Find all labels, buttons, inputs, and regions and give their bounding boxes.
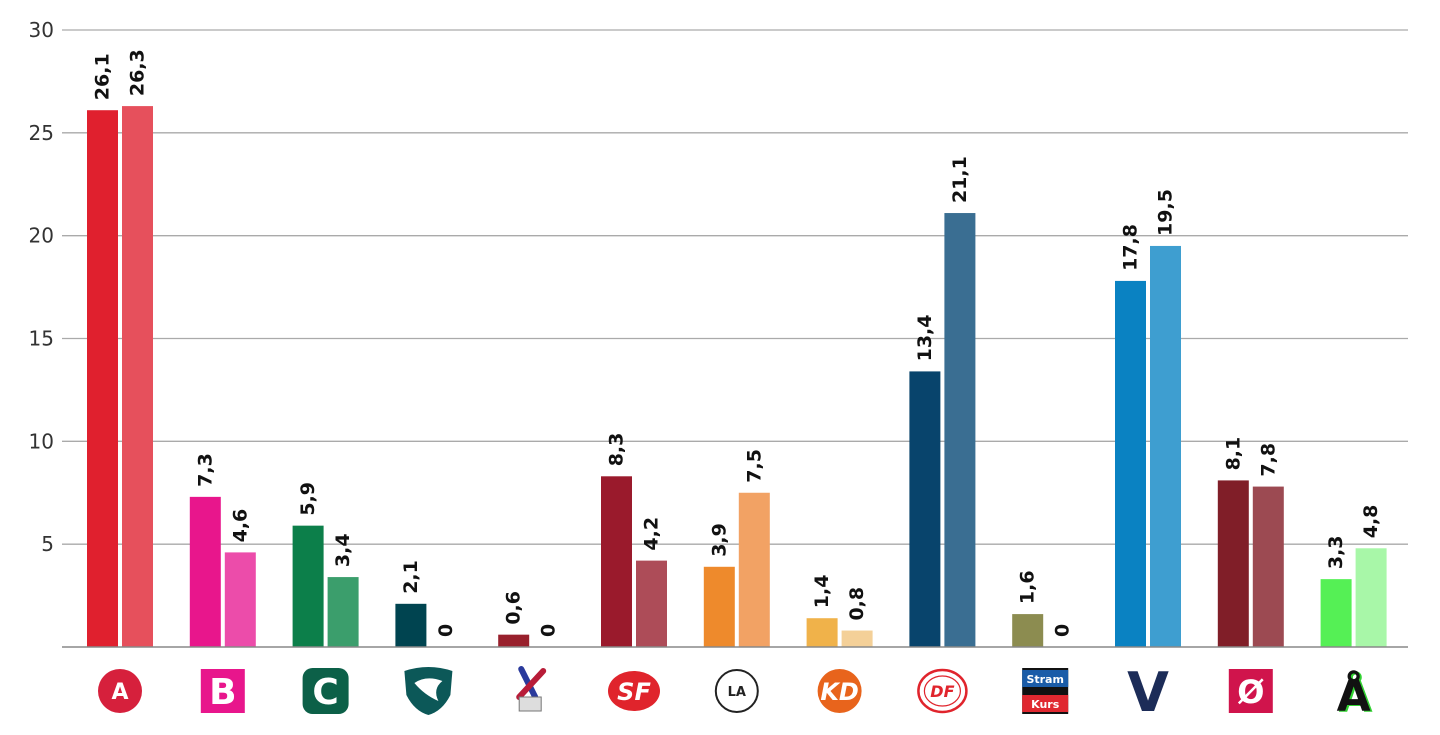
- bars: [87, 106, 1387, 647]
- svg-text:LA: LA: [728, 685, 746, 700]
- value-labels: 26,1 26,3 7,3 4,6 5,9 3,4 2,1 0 0,6 0 8,3 4,2 3,9 7,5…: [92, 49, 1383, 637]
- y-tick-label: 20: [29, 224, 54, 248]
- party-logos: A B C SF LA KD DF Stram Kurs V Ø ÅÅ: [98, 661, 1373, 724]
- value-label-C-series2: 3,4: [332, 533, 354, 567]
- value-label-Ø-series1: 8,1: [1222, 437, 1244, 471]
- bar-B-series1: [189, 496, 221, 647]
- value-label-K-series2: 0: [538, 624, 560, 637]
- logo-B-icon: B: [200, 669, 245, 713]
- svg-text:Kurs: Kurs: [1031, 698, 1060, 711]
- bar-C-series2: [327, 577, 359, 647]
- y-axis: 5 10 15 20 25 30: [29, 18, 54, 556]
- svg-text:A: A: [111, 680, 128, 705]
- logo-Å-icon: ÅÅ: [1337, 669, 1373, 723]
- svg-text:KD: KD: [820, 678, 859, 706]
- value-label-Å-series2: 4,8: [1360, 505, 1382, 539]
- logo-LA-icon: LA: [714, 669, 759, 713]
- bar-P-series1: [1012, 614, 1044, 647]
- value-label-SF-series2: 4,2: [641, 517, 663, 551]
- value-label-P-series2: 0: [1052, 624, 1074, 637]
- bar-LA-series2: [738, 492, 770, 647]
- bar-B-series2: [224, 552, 256, 647]
- bar-K-series1: [498, 634, 530, 647]
- bar-LA-series1: [703, 566, 735, 647]
- logo-P-icon: Stram Kurs: [1022, 668, 1069, 714]
- value-label-B-series2: 4,6: [229, 509, 251, 543]
- logo-KD-icon: KD: [817, 669, 862, 713]
- grid-lines: [62, 29, 1408, 545]
- svg-text:C: C: [312, 672, 338, 713]
- bar-Å-series1: [1320, 579, 1352, 647]
- svg-text:SF: SF: [617, 678, 651, 706]
- svg-text:Stram: Stram: [1026, 673, 1064, 686]
- value-label-KD-series2: 0,8: [846, 587, 868, 621]
- value-label-SF-series1: 8,3: [606, 433, 628, 467]
- value-label-Å-series1: 3,3: [1325, 535, 1347, 569]
- value-label-KD-series1: 1,4: [811, 575, 833, 609]
- bar-A-series1: [87, 110, 118, 647]
- bar-DF-series1: [909, 371, 941, 647]
- y-tick-label: 10: [29, 429, 54, 453]
- bar-SF-series2: [636, 560, 667, 647]
- value-label-E-series1: 2,1: [400, 560, 422, 594]
- bar-KD-series1: [806, 618, 838, 647]
- value-label-DF-series1: 13,4: [914, 315, 936, 362]
- bar-V-series2: [1150, 245, 1181, 647]
- bar-DF-series2: [944, 213, 976, 647]
- value-label-V-series2: 19,5: [1155, 189, 1177, 236]
- value-label-A-series2: 26,3: [127, 49, 149, 96]
- bar-C-series1: [292, 525, 324, 647]
- value-label-LA-series1: 3,9: [708, 523, 730, 557]
- bar-Ø-series1: [1217, 480, 1249, 647]
- logo-DF-icon: DF: [917, 668, 968, 714]
- y-tick-label: 15: [29, 327, 54, 351]
- svg-text:B: B: [209, 672, 236, 713]
- svg-text:V: V: [1127, 661, 1169, 724]
- svg-text:Å: Å: [1339, 670, 1373, 723]
- logo-Ø-icon: Ø: [1228, 669, 1273, 713]
- value-label-DF-series2: 21,1: [949, 156, 971, 203]
- bar-E-series1: [395, 603, 427, 647]
- svg-text:DF: DF: [930, 682, 954, 701]
- logo-K-icon: [516, 666, 547, 712]
- y-tick-label: 25: [29, 121, 54, 145]
- svg-text:Å: Å: [1337, 669, 1371, 722]
- bar-KD-series2: [841, 630, 873, 647]
- logo-E-icon: [404, 667, 453, 715]
- value-label-LA-series2: 7,5: [743, 449, 765, 483]
- value-label-K-series1: 0,6: [503, 591, 525, 625]
- bar-SF-series1: [601, 476, 632, 647]
- bar-A-series2: [122, 106, 153, 647]
- logo-V-icon: V: [1127, 661, 1169, 724]
- value-label-C-series1: 5,9: [297, 482, 319, 516]
- value-label-P-series1: 1,6: [1017, 570, 1039, 604]
- y-tick-label: 30: [29, 18, 54, 42]
- y-tick-label: 5: [41, 532, 54, 556]
- logo-A-icon: A: [98, 669, 142, 713]
- logo-SF-icon: SF: [608, 671, 660, 711]
- bar-Å-series2: [1355, 548, 1387, 647]
- logo-C-icon: C: [302, 668, 349, 714]
- svg-text:Ø: Ø: [1237, 673, 1264, 711]
- value-label-E-series2: 0: [435, 624, 457, 637]
- value-label-A-series1: 26,1: [92, 53, 114, 100]
- value-label-Ø-series2: 7,8: [1257, 443, 1279, 477]
- bar-V-series1: [1115, 280, 1146, 647]
- bar-Ø-series2: [1252, 486, 1284, 647]
- value-label-B-series1: 7,3: [194, 453, 216, 487]
- value-label-V-series1: 17,8: [1120, 224, 1142, 271]
